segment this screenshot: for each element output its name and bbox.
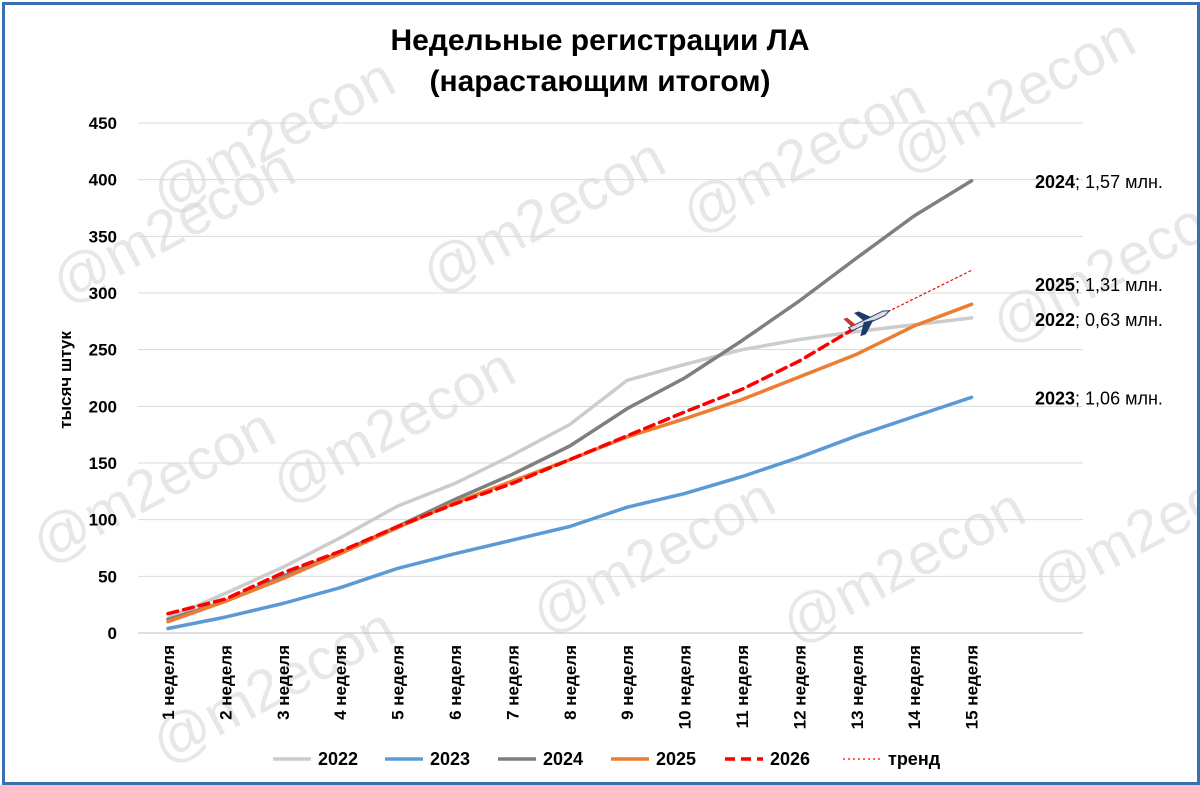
y-tick-label: 300	[89, 284, 117, 303]
chart-svg: @m2econ@m2econ @m2econ@m2econ@m2econ@m2ec…	[21, 5, 1197, 776]
x-tick-label: 12 неделя	[790, 645, 809, 729]
x-tick-labels: 1 неделя 2 неделя 3 неделя 4 неделя 5 неделя…	[159, 645, 982, 729]
y-tick-label: 50	[98, 567, 117, 586]
x-tick-label: 8 неделя	[561, 645, 580, 720]
y-tick-labels: 0 50 100 150 200 250 300 350 400 450	[89, 114, 117, 643]
plane-shape	[843, 310, 891, 337]
legend-label-2026: 2026	[770, 749, 810, 769]
annotation-2025: 2025; 1,31 млн.	[1035, 275, 1163, 295]
y-tick-label: 450	[89, 114, 117, 133]
end-annotations: 2024; 1,57 млн. 2025; 1,31 млн. 2022; 0,63…	[1035, 172, 1163, 408]
x-tick-label: 13 неделя	[848, 645, 867, 729]
chart-title-line-1: Недельные регистрации ЛА	[390, 24, 809, 57]
legend-label-2023: 2023	[430, 749, 470, 769]
y-tick-label: 400	[89, 171, 117, 190]
plane-wing-top	[853, 311, 872, 321]
annotation-2024: 2024; 1,57 млн.	[1035, 172, 1163, 192]
x-tick-label: 9 неделя	[618, 645, 637, 720]
x-tick-label: 5 неделя	[389, 645, 408, 720]
y-tick-label: 250	[89, 341, 117, 360]
series-line-2022	[166, 316, 974, 621]
x-tick-label: 4 неделя	[331, 645, 350, 720]
y-tick-label: 100	[89, 511, 117, 530]
plane-body	[847, 310, 891, 332]
watermark-text: @m2econ	[1021, 435, 1197, 617]
series-line-2023	[166, 395, 974, 631]
y-tick-label: 0	[108, 624, 117, 643]
series-lines	[166, 179, 974, 631]
legend-label-тренд: тренд	[888, 749, 941, 769]
annotation-2022: 2022; 0,63 млн.	[1035, 310, 1163, 330]
x-tick-label: 2 неделя	[216, 645, 235, 720]
x-tick-label: 14 неделя	[905, 645, 924, 729]
chart-title-line-2: (нарастающим итогом)	[429, 65, 770, 98]
annotation-2023: 2023; 1,06 млн.	[1035, 388, 1163, 408]
x-tick-label: 11 неделя	[733, 645, 752, 728]
x-tick-label: 7 неделя	[503, 645, 522, 720]
watermark-text: @m2econ	[521, 465, 786, 647]
watermark-text: @m2econ	[771, 475, 1036, 657]
watermark-layer: @m2econ@m2econ @m2econ@m2econ@m2econ@m2ec…	[21, 5, 1197, 776]
y-tick-label: 150	[89, 454, 117, 473]
legend-label-2024: 2024	[543, 749, 583, 769]
x-tick-label: 3 неделя	[274, 645, 293, 720]
watermark-text: @m2econ	[411, 125, 676, 307]
y-tick-label: 200	[89, 397, 117, 416]
series-line-2026	[166, 325, 859, 616]
x-tick-label: 6 неделя	[446, 645, 465, 720]
x-tick-label: 10 неделя	[676, 645, 695, 729]
grid-lines	[138, 122, 1083, 634]
legend-label-2022: 2022	[318, 749, 358, 769]
airplane-icon	[843, 310, 891, 337]
legend: 2022 2023 2024 2025 2026 тренд	[273, 749, 941, 769]
x-tick-label: 15 неделя	[963, 645, 982, 729]
series-line-2024	[166, 179, 974, 622]
x-tick-label: 1 неделя	[159, 645, 178, 720]
plane-wing	[860, 319, 874, 337]
y-axis-label: тысяч штук	[56, 331, 75, 429]
watermark-text: @m2econ	[261, 335, 526, 517]
y-tick-label: 350	[89, 227, 117, 246]
legend-label-2025: 2025	[656, 749, 696, 769]
plane-tail	[843, 317, 857, 327]
